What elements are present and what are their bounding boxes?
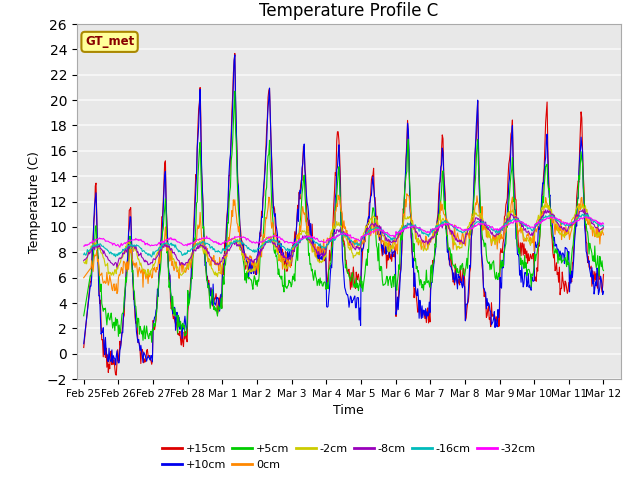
Line: -2cm: -2cm <box>84 204 604 276</box>
-16cm <box>422 231 430 237</box>
-8cm <box>600 224 607 229</box>
0cm <box>403 191 411 197</box>
+10cm <box>600 288 607 294</box>
+15cm <box>423 307 431 313</box>
-8cm <box>224 246 232 252</box>
Line: -32cm: -32cm <box>84 217 604 247</box>
+10cm <box>80 341 88 347</box>
+15cm <box>143 347 151 352</box>
Line: +5cm: +5cm <box>84 91 604 342</box>
-8cm <box>90 245 97 251</box>
+5cm <box>90 257 97 263</box>
Title: Temperature Profile C: Temperature Profile C <box>259 1 438 20</box>
+15cm <box>196 84 204 90</box>
+10cm <box>143 355 151 361</box>
0cm <box>224 242 232 248</box>
0cm <box>196 209 204 215</box>
+5cm <box>600 268 607 274</box>
-32cm <box>143 240 151 246</box>
Line: +10cm: +10cm <box>84 55 604 365</box>
Legend: +15cm, +10cm, +5cm, 0cm, -2cm, -8cm, -16cm, -32cm: +15cm, +10cm, +5cm, 0cm, -2cm, -8cm, -16… <box>157 440 540 474</box>
Text: GT_met: GT_met <box>85 36 134 48</box>
+10cm <box>112 362 120 368</box>
-2cm <box>543 201 551 206</box>
-2cm <box>214 274 221 279</box>
-32cm <box>80 243 88 249</box>
0cm <box>408 219 416 225</box>
+5cm <box>143 323 150 329</box>
+10cm <box>408 239 416 244</box>
-16cm <box>196 240 204 246</box>
-32cm <box>422 229 430 235</box>
-16cm <box>90 243 97 249</box>
+10cm <box>231 52 239 58</box>
0cm <box>113 291 121 297</box>
+10cm <box>196 86 204 92</box>
Y-axis label: Temperature (C): Temperature (C) <box>28 151 41 252</box>
-32cm <box>196 237 204 242</box>
-16cm <box>148 254 156 260</box>
-2cm <box>80 259 88 265</box>
+5cm <box>80 313 88 319</box>
-32cm <box>407 224 415 229</box>
+15cm <box>231 50 239 56</box>
-16cm <box>407 224 415 229</box>
0cm <box>80 275 88 281</box>
Line: -8cm: -8cm <box>84 209 604 267</box>
+15cm <box>224 206 232 212</box>
-2cm <box>196 240 204 245</box>
-2cm <box>422 248 430 253</box>
+5cm <box>408 229 416 235</box>
-8cm <box>196 241 204 247</box>
0cm <box>143 271 151 277</box>
+5cm <box>196 139 204 145</box>
-16cm <box>583 211 591 217</box>
-16cm <box>143 250 150 256</box>
0cm <box>423 240 431 246</box>
+15cm <box>90 235 97 240</box>
Line: +15cm: +15cm <box>84 53 604 375</box>
+15cm <box>408 249 416 254</box>
Line: -16cm: -16cm <box>84 214 604 257</box>
+10cm <box>90 240 97 246</box>
+10cm <box>423 309 431 314</box>
+5cm <box>231 88 239 94</box>
-2cm <box>407 219 415 225</box>
+5cm <box>148 339 156 345</box>
0cm <box>90 268 97 274</box>
-16cm <box>600 224 607 229</box>
-32cm <box>90 239 97 245</box>
Line: 0cm: 0cm <box>84 194 604 294</box>
X-axis label: Time: Time <box>333 405 364 418</box>
-8cm <box>422 238 430 244</box>
-32cm <box>583 214 591 220</box>
+10cm <box>224 209 232 215</box>
-8cm <box>581 206 589 212</box>
+15cm <box>113 372 120 378</box>
-16cm <box>224 243 232 249</box>
-32cm <box>224 239 232 244</box>
-2cm <box>600 225 607 231</box>
-8cm <box>407 222 415 228</box>
-32cm <box>116 244 124 250</box>
-8cm <box>143 259 151 265</box>
-2cm <box>224 247 232 253</box>
0cm <box>600 232 607 238</box>
-16cm <box>80 252 88 258</box>
-2cm <box>143 273 150 279</box>
-8cm <box>113 264 121 270</box>
+15cm <box>600 272 607 277</box>
+5cm <box>224 220 232 226</box>
-2cm <box>90 240 97 246</box>
+15cm <box>80 345 88 350</box>
-32cm <box>600 221 607 227</box>
+5cm <box>423 280 431 286</box>
-8cm <box>80 258 88 264</box>
